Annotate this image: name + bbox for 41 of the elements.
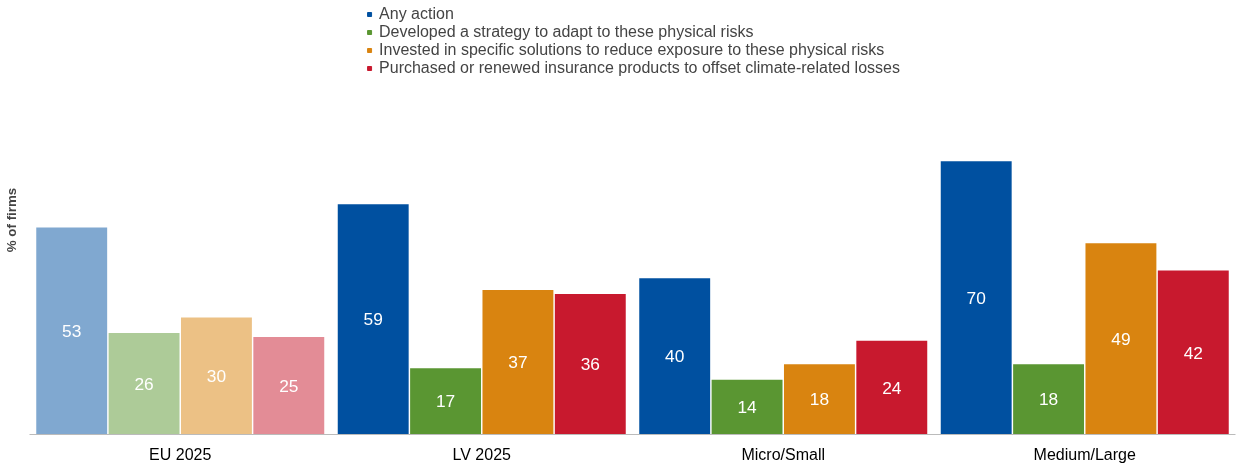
bar bbox=[337, 204, 409, 435]
bar bbox=[1013, 364, 1085, 435]
bar bbox=[1157, 270, 1229, 435]
x-tick-label: EU 2025 bbox=[149, 445, 212, 463]
legend-label: Invested in specific solutions to reduce exposure to these physical risks bbox=[379, 41, 885, 59]
data-label: 18 bbox=[1038, 389, 1059, 410]
x-tick-label: LV 2025 bbox=[452, 445, 512, 463]
y-axis-title: % of firms bbox=[3, 187, 19, 253]
bar bbox=[482, 290, 554, 435]
bar bbox=[36, 227, 108, 435]
data-label: 14 bbox=[737, 397, 758, 418]
bar bbox=[940, 161, 1012, 435]
legend-label: Purchased or renewed insurance products to offset climate-related losses bbox=[379, 59, 900, 77]
data-label: 37 bbox=[508, 352, 528, 373]
data-label: 40 bbox=[665, 346, 685, 367]
data-label: 53 bbox=[62, 321, 82, 342]
data-label: 26 bbox=[134, 373, 154, 394]
bar bbox=[253, 336, 325, 435]
bar bbox=[1085, 243, 1157, 435]
bar bbox=[639, 278, 711, 435]
bar bbox=[711, 379, 783, 435]
x-tick-label: Medium/Large bbox=[1033, 445, 1136, 463]
data-label: 25 bbox=[279, 375, 299, 396]
x-tick-label: Micro/Small bbox=[741, 445, 826, 463]
data-label: 49 bbox=[1111, 328, 1131, 349]
data-label: 42 bbox=[1183, 342, 1203, 363]
data-label: 18 bbox=[809, 389, 830, 410]
data-label: 30 bbox=[206, 365, 227, 386]
bar bbox=[783, 364, 855, 435]
data-label: 17 bbox=[435, 391, 456, 412]
legend-label: Developed a strategy to adapt to these physical risks bbox=[379, 23, 754, 41]
bar bbox=[856, 340, 928, 435]
data-label: 36 bbox=[580, 354, 600, 375]
data-label: 24 bbox=[882, 377, 902, 398]
bar bbox=[180, 317, 252, 435]
data-label: 70 bbox=[966, 287, 986, 308]
bar bbox=[554, 293, 626, 435]
legend-label: Any action bbox=[379, 5, 454, 23]
data-label: 59 bbox=[363, 309, 383, 330]
bar bbox=[410, 368, 482, 435]
bar bbox=[108, 333, 180, 435]
